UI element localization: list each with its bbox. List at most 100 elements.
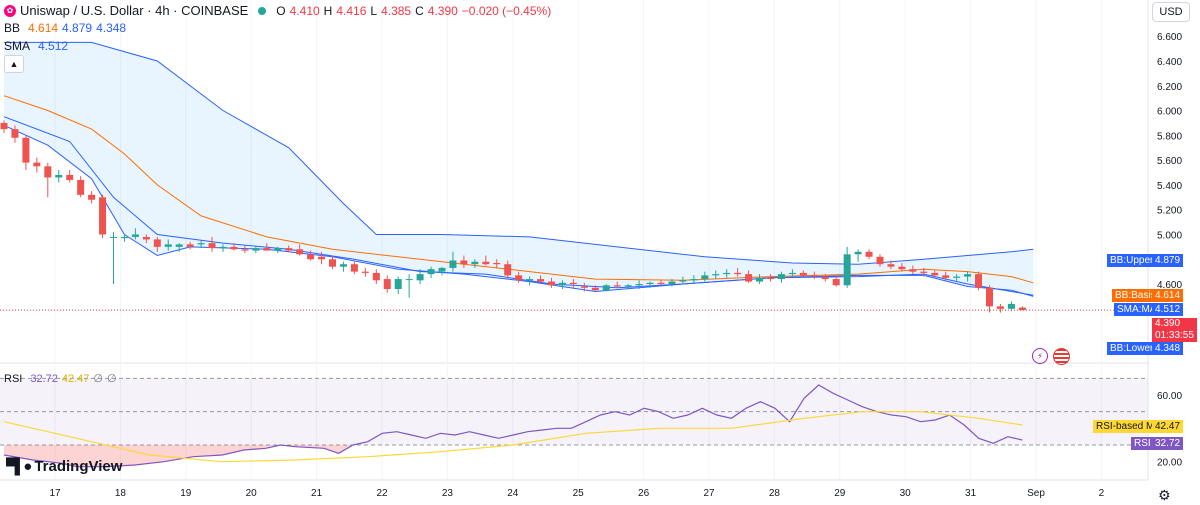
candle-body[interactable] bbox=[1007, 303, 1015, 309]
candle-body[interactable] bbox=[843, 254, 851, 286]
candle-body[interactable] bbox=[931, 272, 939, 276]
candle-body[interactable] bbox=[854, 251, 862, 255]
candle-body[interactable] bbox=[756, 277, 764, 282]
rsi-legend[interactable]: RSI 32.72 42.47 ∅ ∅ bbox=[4, 372, 117, 386]
candle-body[interactable] bbox=[777, 274, 785, 280]
candle-body[interactable] bbox=[767, 277, 774, 280]
symbol-title[interactable]: Uniswap / U.S. Dollar · 4h · COINBASE bbox=[20, 3, 249, 18]
candle-body[interactable] bbox=[142, 236, 150, 240]
candle-body[interactable] bbox=[66, 174, 74, 180]
candle-body[interactable] bbox=[153, 239, 161, 247]
candle-body[interactable] bbox=[569, 282, 577, 285]
candle-body[interactable] bbox=[537, 279, 545, 282]
candle-body[interactable] bbox=[668, 281, 676, 285]
candle-body[interactable] bbox=[77, 179, 85, 195]
candle-body[interactable] bbox=[526, 279, 534, 281]
candle-body[interactable] bbox=[274, 248, 282, 251]
currency-button[interactable]: USD bbox=[1152, 2, 1190, 22]
candle-body[interactable] bbox=[460, 260, 468, 265]
candle-body[interactable] bbox=[898, 266, 906, 270]
candle-body[interactable] bbox=[131, 234, 139, 237]
candle-body[interactable] bbox=[909, 269, 917, 272]
time-axis[interactable]: 17 18 19 20 21 22 23 24 25 26 27 28 29 30 31 Sep 2 bbox=[0, 479, 1148, 499]
candle-body[interactable] bbox=[602, 285, 610, 291]
candle-body[interactable] bbox=[33, 162, 41, 167]
lightning-icon[interactable]: ⚡ bbox=[1032, 348, 1048, 364]
candle-body[interactable] bbox=[252, 248, 260, 251]
candle-body[interactable] bbox=[99, 197, 107, 235]
candle-body[interactable] bbox=[318, 256, 326, 260]
candle-body[interactable] bbox=[975, 274, 983, 288]
candle-body[interactable] bbox=[44, 166, 52, 178]
candle-body[interactable] bbox=[11, 129, 19, 138]
candle-body[interactable] bbox=[986, 287, 993, 307]
candle-body[interactable] bbox=[635, 284, 643, 286]
candle-body[interactable] bbox=[942, 275, 950, 278]
candle-body[interactable] bbox=[810, 275, 818, 277]
candle-body[interactable] bbox=[416, 274, 424, 281]
candle-body[interactable] bbox=[580, 286, 588, 288]
candle-body[interactable] bbox=[548, 281, 555, 286]
candle-body[interactable] bbox=[405, 279, 413, 281]
candle-body[interactable] bbox=[329, 259, 336, 267]
candle-body[interactable] bbox=[339, 264, 347, 267]
candle-body[interactable] bbox=[449, 260, 457, 268]
candle-body[interactable] bbox=[646, 282, 654, 285]
candle-body[interactable] bbox=[383, 279, 391, 289]
candle-body[interactable] bbox=[186, 244, 194, 247]
candle-body[interactable] bbox=[964, 274, 972, 277]
candle-body[interactable] bbox=[230, 246, 238, 250]
candle-body[interactable] bbox=[372, 272, 380, 281]
candle-body[interactable] bbox=[515, 275, 523, 281]
candle-body[interactable] bbox=[996, 306, 1004, 309]
candle-body[interactable] bbox=[88, 194, 96, 200]
candle-body[interactable] bbox=[307, 254, 315, 260]
candle-body[interactable] bbox=[657, 282, 665, 285]
candle-body[interactable] bbox=[164, 244, 172, 247]
candle-body[interactable] bbox=[241, 249, 249, 251]
us-flag-icon[interactable] bbox=[1053, 348, 1070, 365]
candle-body[interactable] bbox=[482, 261, 490, 265]
candle-body[interactable] bbox=[120, 236, 128, 239]
candle-body[interactable] bbox=[876, 256, 884, 265]
candle-body[interactable] bbox=[799, 272, 807, 276]
candle-body[interactable] bbox=[394, 279, 402, 289]
candle-body[interactable] bbox=[263, 248, 271, 251]
candle-body[interactable] bbox=[745, 274, 753, 282]
candle-body[interactable] bbox=[197, 243, 205, 245]
candle-body[interactable] bbox=[701, 275, 709, 280]
price-axis[interactable]: 6.600 6.400 6.200 6.000 5.800 5.600 5.400 5.200… bbox=[1147, 0, 1182, 480]
candle-body[interactable] bbox=[887, 264, 895, 267]
candle-body[interactable] bbox=[690, 279, 698, 281]
tradingview-logo[interactable]: ▀▌● TradingView bbox=[6, 458, 122, 475]
candle-body[interactable] bbox=[734, 272, 742, 275]
collapse-legend-button[interactable]: ▲ bbox=[4, 55, 24, 73]
candle-body[interactable] bbox=[821, 276, 829, 280]
candle-body[interactable] bbox=[22, 137, 30, 163]
candle-body[interactable] bbox=[0, 122, 8, 130]
candle-body[interactable] bbox=[493, 262, 501, 265]
sma-legend[interactable]: SMA 4.512 bbox=[4, 39, 68, 53]
candle-body[interactable] bbox=[558, 282, 566, 286]
candle-body[interactable] bbox=[679, 280, 687, 282]
candle-body[interactable] bbox=[504, 264, 512, 276]
candle-body[interactable] bbox=[865, 251, 873, 257]
candle-body[interactable] bbox=[920, 271, 928, 273]
candle-body[interactable] bbox=[208, 243, 216, 249]
gear-icon[interactable]: ⚙ bbox=[1158, 487, 1171, 503]
candle-body[interactable] bbox=[55, 174, 63, 178]
candle-body[interactable] bbox=[1018, 307, 1026, 311]
candle-body[interactable] bbox=[175, 244, 183, 247]
candle-body[interactable] bbox=[427, 269, 435, 275]
candle-body[interactable] bbox=[110, 236, 117, 238]
candle-body[interactable] bbox=[832, 279, 840, 286]
candle-body[interactable] bbox=[953, 276, 961, 278]
candle-body[interactable] bbox=[296, 249, 304, 255]
candle-body[interactable] bbox=[471, 261, 479, 265]
candle-body[interactable] bbox=[613, 285, 621, 287]
candle-body[interactable] bbox=[219, 246, 227, 249]
candle-body[interactable] bbox=[712, 274, 720, 276]
bb-legend[interactable]: BB 4.614 4.879 4.348 bbox=[4, 21, 126, 35]
candle-body[interactable] bbox=[788, 272, 796, 275]
